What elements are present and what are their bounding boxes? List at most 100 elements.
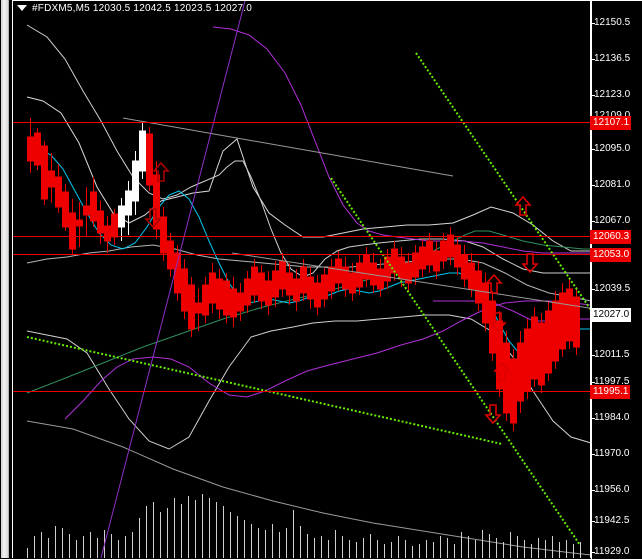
- arrow-down-marker[interactable]: [521, 253, 539, 274]
- price-tick-label: 11929.0: [594, 546, 630, 557]
- candle-body: [202, 284, 209, 316]
- arrow-up-marker[interactable]: [493, 361, 511, 382]
- candle-body: [146, 133, 153, 186]
- candle-body: [426, 240, 433, 266]
- candle-body: [524, 328, 531, 392]
- price-tick-label: 12039.5: [594, 283, 631, 294]
- trendline-green-support[interactable]: [26, 336, 503, 445]
- candle-body: [272, 270, 279, 298]
- candle-body: [237, 292, 244, 312]
- candle-body: [111, 213, 118, 238]
- price-level-badge[interactable]: 12060.3: [590, 230, 632, 244]
- triangle-down-icon[interactable]: [17, 5, 27, 12]
- candle-body: [139, 130, 146, 172]
- candle-body: [258, 272, 265, 302]
- candle-body: [97, 210, 104, 234]
- trendline-grey-trendline-upper[interactable]: [122, 117, 454, 177]
- arrow-down-marker[interactable]: [489, 312, 507, 333]
- price-level-badge[interactable]: 12053.0: [590, 248, 632, 262]
- candle-body: [377, 268, 384, 290]
- candle-body: [335, 258, 342, 284]
- candle-body: [552, 300, 559, 362]
- price-tick-mark: [591, 95, 595, 96]
- price-tick-label: 11956.0: [594, 484, 630, 495]
- arrow-down-marker[interactable]: [144, 208, 162, 229]
- price-tick-label: 11970.0: [594, 448, 630, 459]
- lower-grey-channel: [26, 420, 590, 556]
- chart-svg: [13, 1, 590, 558]
- price-tick-mark: [591, 289, 595, 290]
- candle-body: [454, 244, 461, 268]
- price-tick-mark: [591, 221, 595, 222]
- trendline-green-resistance-upper[interactable]: [415, 52, 590, 357]
- price-scale-axis[interactable]: 12150.5 12136.5 12123.0 12109.0 12095.0 12081…: [590, 0, 642, 559]
- left-scroll-gutter[interactable]: [0, 0, 12, 558]
- arrow-up-marker[interactable]: [485, 273, 503, 294]
- page-title: #FDXM5,M5 12030.5 12042.5 12023.5 12027.…: [32, 3, 253, 14]
- candle-body: [174, 252, 181, 294]
- candle-body: [34, 132, 41, 166]
- price-tick-mark: [591, 521, 595, 522]
- price-level-badge[interactable]: 11995.1: [590, 385, 631, 399]
- candle-body: [468, 262, 475, 290]
- price-tick-mark: [591, 454, 595, 455]
- candle-body: [433, 250, 440, 272]
- candle-body: [279, 260, 286, 290]
- price-tick-label: 12011.5: [594, 349, 630, 360]
- price-tick-label: 12095.0: [594, 143, 631, 154]
- plot-area[interactable]: [13, 1, 590, 558]
- candle-body: [265, 280, 272, 306]
- candle-body: [307, 276, 314, 300]
- candle-body: [405, 262, 412, 284]
- last-price-badge[interactable]: 12027.0: [590, 308, 632, 322]
- candle-body: [286, 272, 293, 296]
- arrow-down-marker[interactable]: [484, 404, 502, 425]
- price-tick-label: 11984.0: [594, 412, 630, 423]
- candle-body: [244, 278, 251, 306]
- trendline-grey-trendline-lower[interactable]: [231, 252, 590, 311]
- moving-average-fast: [26, 148, 590, 358]
- candle-body: [314, 282, 321, 308]
- volume-series: [27, 494, 581, 558]
- price-tick-mark: [591, 490, 595, 491]
- candle-body: [90, 191, 97, 222]
- price-tick-label: 12123.0: [594, 89, 631, 100]
- candle-body: [384, 256, 391, 282]
- arrow-up-marker[interactable]: [514, 195, 532, 216]
- chart-canvas[interactable]: #FDXM5,M5 12030.5 12042.5 12023.5 12027.…: [12, 0, 590, 558]
- price-tick-mark: [591, 552, 595, 553]
- candle-body: [181, 268, 188, 312]
- candle-body: [132, 160, 139, 202]
- candle-body: [356, 262, 363, 288]
- price-tick-mark: [591, 185, 595, 186]
- candle-body: [153, 174, 160, 230]
- moving-average-slow-upper: [212, 26, 590, 254]
- candle-body: [475, 270, 482, 304]
- candle-body: [482, 282, 489, 324]
- trendline-purple-rising-line[interactable]: [100, 1, 246, 558]
- price-tick-label: 11942.5: [594, 515, 630, 526]
- candle-body: [419, 246, 426, 270]
- candle-body: [391, 248, 398, 274]
- candle-body: [461, 254, 468, 280]
- candle-body: [48, 170, 55, 188]
- candle-body: [76, 219, 83, 227]
- candle-body: [41, 145, 48, 200]
- candle-body: [160, 216, 167, 254]
- candle-body: [293, 278, 300, 302]
- candle-body: [342, 266, 349, 290]
- candle-body: [321, 274, 328, 300]
- trendline-green-resistance-lower[interactable]: [330, 177, 581, 546]
- price-level-badge[interactable]: 12107.1: [590, 116, 632, 130]
- candle-body: [209, 272, 216, 304]
- candle-body: [27, 136, 34, 162]
- candle-body: [300, 266, 307, 294]
- candle-body: [566, 288, 573, 342]
- arrow-up-marker[interactable]: [152, 161, 170, 182]
- candle-body: [531, 316, 538, 380]
- price-tick-label: 11997.5: [594, 376, 630, 387]
- price-tick-label: 12136.5: [594, 53, 631, 64]
- candle-body: [230, 288, 237, 318]
- price-tick-mark: [591, 355, 595, 356]
- price-tick-mark: [591, 418, 595, 419]
